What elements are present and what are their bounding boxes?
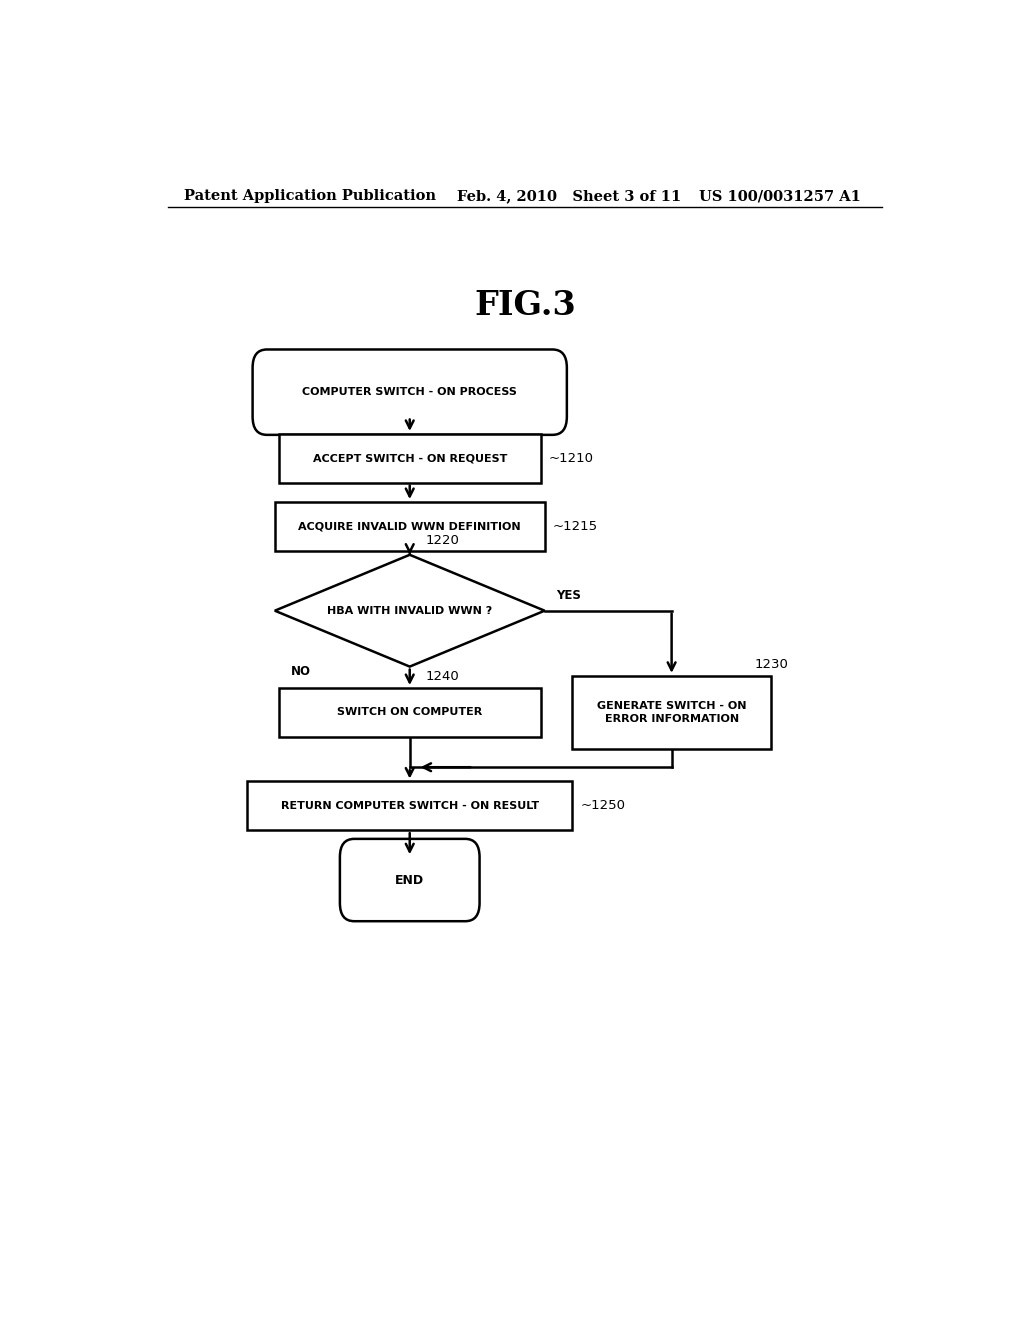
Bar (572, 676, 771, 748)
FancyBboxPatch shape (253, 350, 567, 434)
Text: NO: NO (291, 665, 310, 677)
Bar (279, 688, 541, 737)
Text: ACCEPT SWITCH - ON REQUEST: ACCEPT SWITCH - ON REQUEST (312, 453, 507, 463)
Text: GENERATE SWITCH - ON
ERROR INFORMATION: GENERATE SWITCH - ON ERROR INFORMATION (597, 701, 746, 723)
Text: HBA WITH INVALID WWN ?: HBA WITH INVALID WWN ? (327, 606, 493, 615)
Text: ~1250: ~1250 (581, 800, 626, 812)
Text: ~1215: ~1215 (553, 520, 598, 533)
Polygon shape (274, 554, 545, 667)
Text: END: END (395, 874, 424, 887)
Text: US 100/0031257 A1: US 100/0031257 A1 (699, 189, 861, 203)
Text: 1230: 1230 (755, 657, 788, 671)
Bar (279, 434, 541, 483)
Text: FIG.3: FIG.3 (474, 289, 575, 322)
Text: SWITCH ON COMPUTER: SWITCH ON COMPUTER (337, 708, 482, 717)
Text: 1220: 1220 (426, 533, 460, 546)
FancyBboxPatch shape (340, 840, 479, 921)
Text: 1240: 1240 (426, 669, 460, 682)
Bar (247, 781, 572, 830)
Bar (274, 502, 545, 550)
Text: COMPUTER SWITCH - ON PROCESS: COMPUTER SWITCH - ON PROCESS (302, 387, 517, 397)
Text: ACQUIRE INVALID WWN DEFINITION: ACQUIRE INVALID WWN DEFINITION (298, 521, 521, 532)
Text: ~1210: ~1210 (549, 451, 594, 465)
Text: RETURN COMPUTER SWITCH - ON RESULT: RETURN COMPUTER SWITCH - ON RESULT (281, 801, 539, 810)
Text: YES: YES (557, 589, 582, 602)
Text: Feb. 4, 2010   Sheet 3 of 11: Feb. 4, 2010 Sheet 3 of 11 (458, 189, 682, 203)
Text: Patent Application Publication: Patent Application Publication (183, 189, 435, 203)
